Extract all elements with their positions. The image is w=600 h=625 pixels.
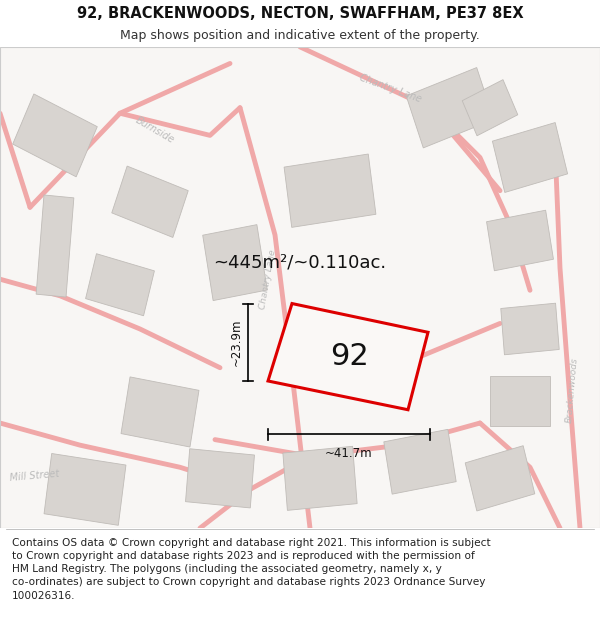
Text: Contains OS data © Crown copyright and database right 2021. This information is : Contains OS data © Crown copyright and d… <box>12 538 491 601</box>
Polygon shape <box>284 154 376 228</box>
Polygon shape <box>203 224 267 301</box>
Polygon shape <box>13 94 97 177</box>
Polygon shape <box>268 304 428 410</box>
Polygon shape <box>36 195 74 297</box>
Polygon shape <box>121 377 199 447</box>
Polygon shape <box>487 210 553 271</box>
Polygon shape <box>493 122 568 192</box>
Polygon shape <box>406 68 494 148</box>
Text: Burnside: Burnside <box>134 115 176 145</box>
Text: ~23.9m: ~23.9m <box>230 319 243 366</box>
Polygon shape <box>465 446 535 511</box>
Text: Map shows position and indicative extent of the property.: Map shows position and indicative extent… <box>120 29 480 42</box>
Polygon shape <box>86 254 154 316</box>
Polygon shape <box>501 303 559 355</box>
Text: Mill Street: Mill Street <box>10 469 60 483</box>
Polygon shape <box>462 79 518 136</box>
Text: 92: 92 <box>329 342 368 371</box>
Text: ~41.7m: ~41.7m <box>325 448 373 461</box>
Polygon shape <box>283 446 357 511</box>
Text: 92, BRACKENWOODS, NECTON, SWAFFHAM, PE37 8EX: 92, BRACKENWOODS, NECTON, SWAFFHAM, PE37… <box>77 6 523 21</box>
Text: Chantry Lane: Chantry Lane <box>259 249 278 310</box>
Polygon shape <box>384 429 456 494</box>
Polygon shape <box>112 166 188 238</box>
Text: ~445m²/~0.110ac.: ~445m²/~0.110ac. <box>214 254 386 272</box>
Polygon shape <box>185 449 254 508</box>
Text: Chantry Lane: Chantry Lane <box>358 73 422 105</box>
Polygon shape <box>44 454 126 525</box>
Text: Brackenwoods: Brackenwoods <box>565 357 580 423</box>
Polygon shape <box>490 376 550 426</box>
